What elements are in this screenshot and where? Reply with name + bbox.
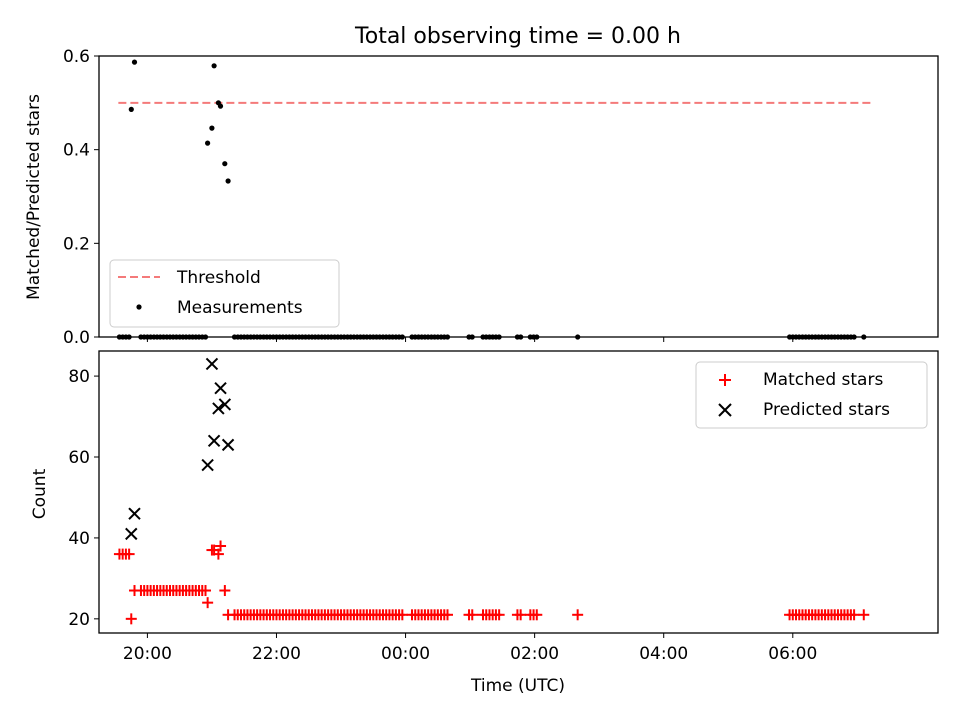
measurement-point	[205, 140, 211, 146]
legend-measurements-dot	[136, 304, 142, 310]
matched-point	[202, 597, 214, 609]
bottom-y-ticks: 20 40 60 80	[68, 367, 99, 630]
matched-point	[199, 585, 211, 597]
top-y-tick-label: 0.6	[63, 47, 90, 67]
measurement-point	[131, 59, 138, 65]
top-y-axis-label: Matched/Predicted stars	[24, 94, 44, 300]
bottom-y-tick-label: 40	[68, 529, 90, 549]
matched-point	[212, 548, 224, 560]
top-panel: Total observing time = 0.00 h 0.00.20.40…	[24, 24, 939, 348]
top-legend-box	[109, 259, 340, 328]
legend-threshold-label: Threshold	[176, 268, 261, 288]
x-tick-label: 04:00	[639, 644, 688, 664]
matched-point	[396, 609, 408, 621]
measurement-point	[128, 106, 134, 112]
bottom-y-tick-label: 80	[68, 367, 90, 387]
x-axis-label: Time (UTC)	[470, 676, 565, 696]
bottom-legend-box	[695, 361, 928, 429]
predicted-point	[205, 357, 219, 371]
top-chart-title: Total observing time = 0.00 h	[354, 24, 681, 49]
matched-point	[123, 548, 135, 560]
x-tick-label: 06:00	[768, 644, 817, 664]
predicted-point	[125, 527, 138, 541]
legend-matched-marker	[719, 374, 731, 386]
top-plot-frame	[98, 55, 939, 338]
bottom-y-axis-label: Count	[30, 468, 50, 519]
x-tick-label: 00:00	[381, 644, 430, 664]
measurement-point	[209, 125, 215, 131]
top-y-tick-label: 0.0	[63, 328, 90, 348]
top-y-ticks: 0.0 0.2 0.4 0.6	[63, 47, 99, 348]
bottom-plot-marks	[113, 357, 870, 625]
matched-point	[215, 540, 227, 552]
predicted-point	[218, 398, 232, 411]
bottom-y-tick-label: 60	[68, 448, 90, 468]
matched-point	[572, 609, 584, 621]
matched-point	[442, 609, 454, 621]
legend-predicted-marker	[718, 403, 732, 417]
measurement-point	[211, 63, 217, 69]
predicted-point	[214, 382, 227, 395]
matched-point	[515, 609, 527, 621]
measurement-point	[217, 103, 224, 109]
bottom-y-tick-label: 20	[68, 610, 90, 630]
predicted-point	[207, 434, 221, 448]
top-x-ticks	[146, 337, 794, 342]
measurement-point	[222, 161, 228, 167]
measurement-point	[225, 178, 231, 184]
predicted-point	[201, 458, 214, 472]
matched-point	[858, 609, 870, 621]
bottom-x-ticks: 20:00 22:00 00:00 02:00 04:00 06:00	[123, 633, 817, 664]
matched-point	[531, 609, 543, 621]
matched-point	[848, 609, 860, 621]
x-tick-label: 02:00	[510, 644, 559, 664]
x-tick-label: 20:00	[123, 644, 172, 664]
top-y-tick-label: 0.2	[63, 234, 90, 254]
top-y-tick-label: 0.4	[63, 141, 90, 161]
predicted-point	[128, 507, 141, 520]
top-legend: Threshold Measurements	[109, 259, 340, 328]
bottom-plot-frame	[98, 350, 939, 634]
bottom-legend: Matched stars Predicted stars	[695, 361, 928, 429]
x-tick-label: 22:00	[252, 644, 301, 664]
legend-predicted-label: Predicted stars	[763, 400, 890, 420]
matched-point	[125, 613, 137, 625]
legend-matched-label: Matched stars	[763, 370, 883, 390]
predicted-point	[221, 438, 235, 452]
legend-measurements-label: Measurements	[177, 298, 303, 318]
matched-point	[493, 609, 505, 621]
matched-point	[466, 609, 478, 621]
predicted-point	[212, 402, 225, 415]
matched-point	[219, 585, 231, 597]
